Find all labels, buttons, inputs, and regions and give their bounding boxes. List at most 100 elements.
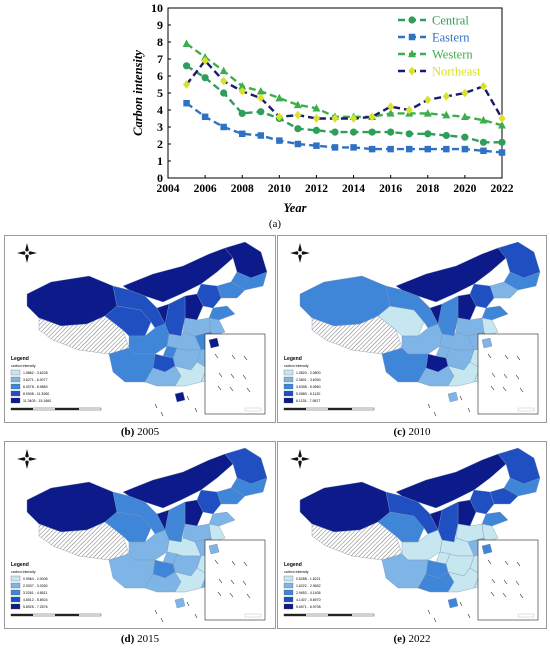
caption-letter: (b) [120,426,135,438]
legend-label: Central [432,14,469,28]
data-point [424,130,432,138]
data-point [387,128,395,136]
compass-icon [17,449,37,469]
province-shandong [208,305,236,321]
legend-marker [408,66,416,76]
data-point [201,56,209,66]
data-point [201,74,209,82]
y-tick-label: 1 [157,154,163,168]
legend-swatch [283,589,294,596]
scale-bar [10,407,102,411]
legend-entry-central: Central [398,14,469,28]
data-point [257,93,265,103]
province-layer [299,447,541,609]
map-caption-2010: (c) 2010 [277,426,547,438]
map-panel-2010: Legend carbon intensity 1.0820 - 2.0800 2.0… [277,235,547,423]
map-caption-2005: (b) 2005 [4,426,276,438]
carbon-intensity-line-chart: 0 1 2 3 4 5 6 7 8 9 10 2004 2006 2008 2010 2012 2014 2016… [0,0,550,232]
province-hainan [447,597,459,609]
province-hainan [174,597,186,609]
boundary-dash [467,407,471,413]
data-point [238,81,247,90]
data-point [498,149,506,156]
map-panel-2022: Legend carbon intensity 0.5288 - 1.6221 1.6… [277,441,547,629]
boundary-dash [160,411,164,417]
legend-swatch [10,383,21,390]
compass-icon [290,243,310,263]
data-point [294,125,302,133]
data-point [442,110,451,119]
data-point [256,86,265,95]
legend-class-label: 11.3405 - 15.1660 [23,399,51,403]
data-point [182,62,191,70]
data-point [276,137,283,144]
legend-class-label: 1.5862 - 3.6228 [23,371,48,375]
boundary-dash [194,613,198,619]
choropleth-map-svg: Legend carbon intensity 0.5288 - 1.6221 1.6… [283,447,541,623]
boundary-dash [160,617,164,623]
caption-year: 2015 [137,633,160,645]
y-tick-label: 4 [157,103,163,117]
legend-swatch [10,369,21,376]
province-layer [299,241,541,403]
x-tick-label: 2008 [231,183,254,195]
legend-swatch [10,589,21,596]
boundary-dash [467,613,471,619]
y-tick-label: 9 [157,18,163,32]
chart-figure-label: (a) [268,218,282,230]
legend-label: Northeast [432,65,481,79]
caption-year: 2005 [137,426,160,438]
boundary-dash [427,609,431,615]
legend-subtitle: carbon intensity [11,570,36,574]
legend-class-label: 8.9908 - 11.3060 [23,392,49,396]
province-shandong [208,511,236,527]
province-shandong [481,305,509,321]
legend-class-label: 6.0078 - 8.9883 [23,385,48,389]
series-line [185,64,502,144]
legend-marker [408,49,416,58]
data-point [461,145,469,153]
legend-class-label: 2.0007 - 3.0260 [23,584,48,588]
data-point [368,145,376,153]
legend-swatch [10,603,21,610]
boundary-dash [433,411,437,417]
map-legend: Legend carbon intensity 0.9964 - 2.0006 2.0… [10,562,48,610]
data-point [443,145,450,153]
x-tick-label: 2006 [194,183,217,195]
data-point [220,123,227,131]
boundary-dash [427,403,431,409]
compass-icon [17,243,37,263]
caption-year: 2010 [408,426,431,438]
legend-title: Legend [284,562,302,568]
data-point [294,140,302,148]
province-layer [26,447,268,609]
x-tick-label: 2016 [379,183,402,195]
caption-year: 2022 [408,633,431,645]
map-panel-2015: Legend carbon intensity 0.9964 - 2.0006 2.0… [4,441,276,629]
series-line [185,102,503,154]
data-point [461,88,469,98]
data-point [424,95,432,105]
map-panel-2005: Legend carbon intensity 1.5862 - 3.6228 3.6… [4,235,276,423]
province-inner-mongolia [395,453,507,509]
legend-swatch [283,397,294,404]
data-point [423,109,432,117]
province-inner-mongolia [122,247,234,303]
data-point [183,99,190,107]
data-point [331,144,339,151]
data-point [238,86,246,96]
province-hainan [447,391,459,403]
x-tick-label: 2010 [268,183,291,195]
province-ningxia [156,303,170,325]
choropleth-map-svg: Legend carbon intensity 1.0820 - 2.0800 2.0… [283,241,541,417]
map-legend: Legend carbon intensity 0.5288 - 1.6221 1.6… [283,562,321,609]
y-tick-label: 2 [157,137,163,151]
data-point [257,108,265,116]
province-shandong [481,511,509,527]
legend-swatch [10,596,21,603]
data-point [368,128,376,136]
choropleth-map-svg: Legend carbon intensity 1.5862 - 3.6228 3.6… [10,241,268,417]
data-point [442,131,450,140]
data-point [368,112,376,122]
data-point [386,109,395,117]
